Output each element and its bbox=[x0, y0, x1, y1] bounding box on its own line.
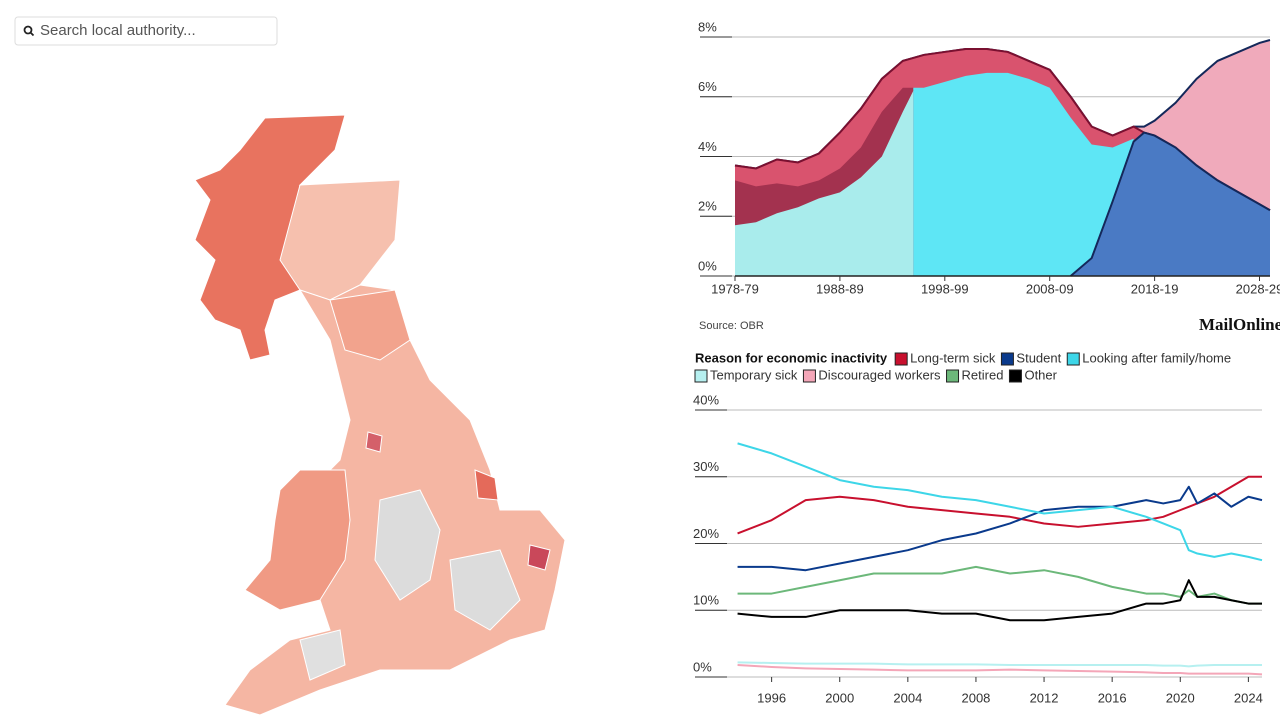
map-region-dark bbox=[527, 544, 551, 571]
map-region-east-scotland bbox=[279, 179, 401, 301]
map-region-wales bbox=[244, 469, 351, 611]
legend-item: Discouraged workers bbox=[802, 367, 941, 383]
line bbox=[737, 661, 1262, 668]
x-tick-label: 1988-89 bbox=[816, 281, 864, 296]
x-tick-label: 2016 bbox=[1098, 690, 1127, 705]
search-icon bbox=[23, 25, 33, 35]
logo: MailOnline bbox=[1199, 315, 1280, 334]
line bbox=[737, 485, 1263, 572]
line bbox=[737, 663, 1263, 676]
search-icon bbox=[29, 31, 35, 37]
map-region-dark bbox=[474, 469, 499, 501]
area-outline bbox=[1070, 131, 1271, 277]
map-region-grey bbox=[374, 489, 441, 601]
x-tick-label: 2028-29 bbox=[1236, 281, 1280, 296]
x-tick-label: 1998-99 bbox=[921, 281, 969, 296]
x-tick-label: 1978-79 bbox=[711, 281, 759, 296]
area bbox=[735, 90, 914, 277]
plot-area bbox=[734, 39, 1271, 277]
source: Source: OBR bbox=[699, 320, 764, 332]
x-tick-label: 2020 bbox=[1166, 690, 1195, 705]
plot-area bbox=[737, 442, 1263, 676]
legend-swatch bbox=[946, 369, 960, 383]
legend-title: Reason for economic inactivity bbox=[695, 350, 888, 365]
x-tick-label: 2018-19 bbox=[1131, 281, 1179, 296]
legend-item: Looking after family/home bbox=[1066, 350, 1231, 366]
legend-item: Retired bbox=[946, 367, 1004, 383]
legend-label: Discouraged workers bbox=[818, 367, 941, 382]
legend-label: Student bbox=[1016, 350, 1061, 365]
x-tick-label: 2024 bbox=[1234, 690, 1263, 705]
legend-swatch bbox=[1066, 352, 1080, 366]
map-region-dark bbox=[365, 431, 383, 453]
x-tick-label: 2004 bbox=[893, 690, 922, 705]
y-tick-label: 0% bbox=[693, 659, 712, 674]
search-placeholder: Search local authority... bbox=[40, 22, 196, 39]
y-tick-label: 0% bbox=[698, 258, 717, 273]
x-tick-label: 2000 bbox=[825, 690, 854, 705]
legend-swatch bbox=[1008, 369, 1022, 383]
y-tick-label: 20% bbox=[693, 526, 719, 541]
chart: 0% 10% 20% 30% 40% 1996 2000 2004 2008 2012 2016 20… bbox=[693, 392, 1263, 705]
legend-label: Long-term sick bbox=[910, 350, 996, 365]
line bbox=[737, 442, 1263, 562]
area bbox=[913, 72, 1134, 276]
map-region-grey bbox=[299, 629, 346, 681]
x-tick-label: 2008-09 bbox=[1026, 281, 1074, 296]
legend-label: Temporary sick bbox=[710, 367, 798, 382]
map-region-north bbox=[329, 289, 411, 361]
map-region-grey bbox=[449, 549, 521, 631]
y-tick-label: 2% bbox=[698, 199, 717, 214]
legend-swatch bbox=[802, 369, 816, 383]
line bbox=[737, 565, 1262, 605]
map bbox=[194, 114, 566, 716]
legend-label: Other bbox=[1024, 367, 1057, 382]
legend-item: Other bbox=[1008, 367, 1058, 383]
x-tick-label: 2008 bbox=[961, 690, 990, 705]
legend-label: Looking after family/home bbox=[1082, 350, 1231, 365]
x-tick-label: 2012 bbox=[1030, 690, 1059, 705]
y-tick-label: 8% bbox=[698, 19, 717, 34]
x-tick-label: 1996 bbox=[757, 690, 786, 705]
y-tick-label: 40% bbox=[693, 392, 719, 407]
chart: 0% 2% 4% 6% 8% 1978-79 1988-89 1998-99 2008-09 20… bbox=[698, 19, 1280, 296]
y-tick-label: 10% bbox=[693, 593, 719, 608]
legend-swatch bbox=[1000, 352, 1014, 366]
legend-swatch bbox=[694, 369, 708, 383]
line bbox=[737, 579, 1262, 622]
legend-swatch bbox=[894, 352, 908, 366]
legend-item: Student bbox=[1000, 350, 1062, 366]
legend-label: Retired bbox=[962, 367, 1004, 382]
area bbox=[1070, 132, 1270, 276]
y-tick-label: 30% bbox=[693, 459, 719, 474]
search-input[interactable] bbox=[14, 16, 278, 46]
y-tick-label: 6% bbox=[698, 79, 717, 94]
search-box[interactable]: Search local authority... bbox=[14, 16, 278, 46]
legend-item: Long-term sick bbox=[894, 350, 996, 366]
legend-item: Temporary sick bbox=[694, 367, 798, 383]
line bbox=[737, 475, 1262, 535]
y-tick-label: 4% bbox=[698, 139, 717, 154]
